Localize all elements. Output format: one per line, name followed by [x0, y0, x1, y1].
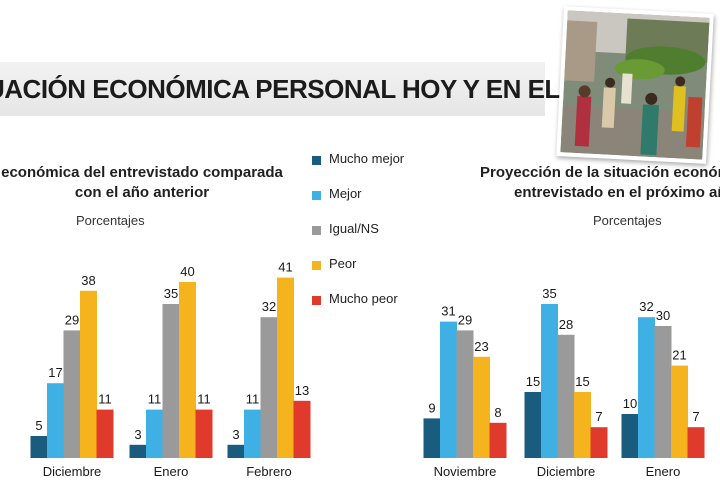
right-chart-title-line2: entrevistado en el próximo añ [514, 184, 720, 201]
right-bar-value-label: 29 [458, 312, 472, 327]
legend-label: Mejor [329, 186, 362, 201]
left-bar-value-label: 29 [65, 312, 79, 327]
left-bar-value-label: 17 [48, 365, 62, 380]
left-bar [129, 444, 147, 458]
left-chart-title: económica del entrevistado comparada con… [0, 163, 292, 203]
right-chart-subtitle: Porcentajes [593, 213, 662, 228]
left-bar [277, 277, 294, 458]
left-bar [244, 409, 261, 458]
left-bar-value-label: 11 [148, 392, 162, 407]
right-bar [687, 427, 705, 458]
right-bar [524, 392, 542, 458]
street-market-photo [556, 6, 714, 164]
left-bar-value-label: 5 [35, 418, 42, 433]
left-bar [293, 400, 311, 458]
photo-image [560, 10, 710, 160]
right-bar [473, 356, 490, 458]
left-bar-value-label: 41 [278, 260, 292, 275]
right-bar [590, 427, 608, 458]
right-bar-value-label: 15 [575, 374, 589, 389]
right-bar [489, 422, 507, 458]
left-category-label: Febrero [246, 464, 292, 479]
left-category-label: Enero [154, 464, 189, 479]
right-category-label: Noviembre [434, 464, 497, 479]
legend-label: Peor [329, 256, 357, 271]
legend-swatch [312, 191, 321, 200]
left-bar-value-label: 32 [262, 299, 276, 314]
left-category-label: Diciembre [43, 464, 102, 479]
left-bar [260, 317, 278, 458]
left-bar-value-label: 11 [98, 392, 112, 407]
right-bar-value-label: 10 [623, 396, 637, 411]
right-bar-value-label: 7 [595, 409, 602, 424]
left-bar [162, 304, 180, 458]
left-bar [80, 290, 97, 458]
right-bar-value-label: 7 [692, 409, 699, 424]
right-category-label: Diciembre [537, 464, 596, 479]
right-bar [423, 418, 441, 458]
right-bar [654, 326, 672, 458]
legend-label: Igual/NS [329, 221, 379, 236]
right-bar [440, 321, 457, 458]
right-bar [638, 317, 655, 458]
right-bar-value-label: 30 [656, 308, 670, 323]
legend-swatch [312, 226, 321, 235]
right-bar-value-label: 31 [441, 304, 455, 319]
right-bar-value-label: 23 [474, 339, 488, 354]
right-bar [671, 365, 688, 458]
left-bar-value-label: 40 [180, 264, 194, 279]
left-chart-subtitle: Porcentajes [76, 213, 145, 228]
legend-label: Mucho peor [329, 291, 398, 306]
left-bar [195, 409, 213, 458]
right-bar-value-label: 21 [672, 348, 686, 363]
left-bar-value-label: 11 [246, 392, 260, 407]
left-bar [96, 409, 114, 458]
right-bar-value-label: 8 [494, 405, 501, 420]
right-bar-value-label: 28 [559, 317, 573, 332]
legend-swatch [312, 156, 321, 165]
left-chart-title-line1: económica del entrevistado comparada [1, 164, 283, 181]
left-bar [227, 444, 245, 458]
left-bar [47, 383, 64, 458]
legend-swatch [312, 296, 321, 305]
left-bar-value-label: 11 [197, 392, 211, 407]
right-bar-value-label: 32 [639, 299, 653, 314]
left-chart-title-line2: con el año anterior [74, 184, 210, 201]
right-chart-title-line1: Proyección de la situación económ [480, 164, 720, 181]
left-bar [30, 436, 48, 458]
legend-label: Mucho mejor [329, 151, 405, 166]
right-bar [541, 304, 558, 458]
right-category-label: Enero [646, 464, 681, 479]
right-bar-value-label: 9 [428, 400, 435, 415]
left-bar-value-label: 35 [164, 286, 178, 301]
left-bar [63, 330, 81, 458]
right-bar-value-label: 35 [542, 286, 556, 301]
right-chart-title: Proyección de la situación económ entrev… [480, 163, 720, 203]
left-bar-value-label: 13 [295, 383, 309, 398]
legend-swatch [312, 261, 321, 270]
right-bar [557, 334, 575, 458]
left-bar [179, 282, 196, 458]
right-bar-value-label: 15 [526, 374, 540, 389]
right-bar [456, 330, 474, 458]
left-bar-value-label: 3 [232, 427, 239, 442]
right-bar [574, 392, 591, 458]
left-bar-value-label: 38 [81, 273, 95, 288]
left-bar-value-label: 3 [134, 427, 141, 442]
left-bar [146, 409, 163, 458]
right-bar [621, 414, 639, 458]
